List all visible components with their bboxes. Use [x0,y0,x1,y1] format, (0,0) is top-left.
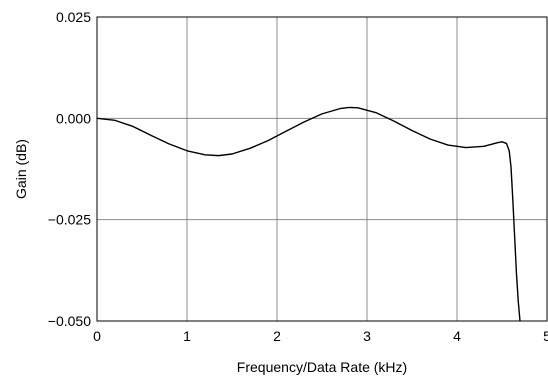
series-layer [96,106,521,322]
x-tick-label: 0 [93,328,101,344]
x-tick-label: 1 [183,328,191,344]
x-tick-label: 2 [273,328,281,344]
y-tick-label: −0.050 [48,313,91,329]
x-tick-label: 5 [543,328,548,344]
y-tick-label: 0.025 [56,9,91,25]
plot-frame [96,16,548,322]
x-tick-label: 3 [363,328,371,344]
grid-lines [97,17,547,321]
y-tick-label: 0.000 [56,110,91,126]
gain-series-line [96,106,521,322]
tick-labels: 0 1 2 3 4 5 0.025 0.000 −0.025 −0.050 [48,9,548,344]
x-tick-label: 4 [453,328,461,344]
x-axis-label: Frequency/Data Rate (kHz) [237,359,407,375]
y-axis-label: Gain (dB) [13,139,29,199]
y-tick-label: −0.025 [48,212,91,228]
